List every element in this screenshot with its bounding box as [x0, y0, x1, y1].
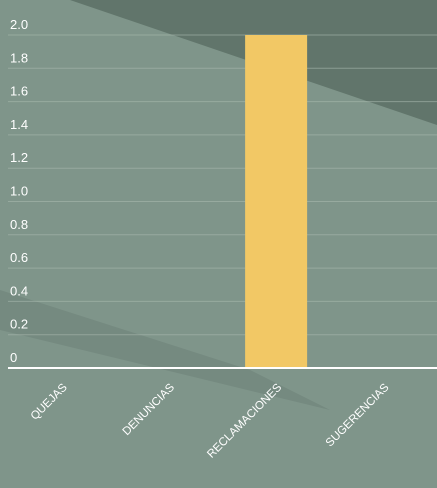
y-tick-label: 1.4	[10, 117, 28, 132]
y-tick-label: 1.6	[10, 84, 28, 99]
background-shadow-lower	[0, 290, 330, 410]
y-tick-label: 0.8	[10, 217, 28, 232]
y-tick-label: 0.6	[10, 250, 28, 265]
y-tick-label: 1.8	[10, 50, 28, 65]
y-tick-label: 0.4	[10, 283, 28, 298]
bar-reclamaciones	[245, 35, 308, 368]
y-tick-labels: 0 0.2 0.4 0.6 0.8 1.0 1.2 1.4 1.6 1.8 2.0	[10, 17, 28, 365]
y-tick-label: 0.2	[10, 317, 28, 332]
y-tick-label: 2.0	[10, 17, 28, 32]
grid-lines	[8, 34, 437, 336]
y-tick-label: 1.0	[10, 184, 28, 199]
bars	[245, 35, 308, 368]
y-tick-label: 0	[10, 350, 17, 365]
y-tick-label: 1.2	[10, 150, 28, 165]
